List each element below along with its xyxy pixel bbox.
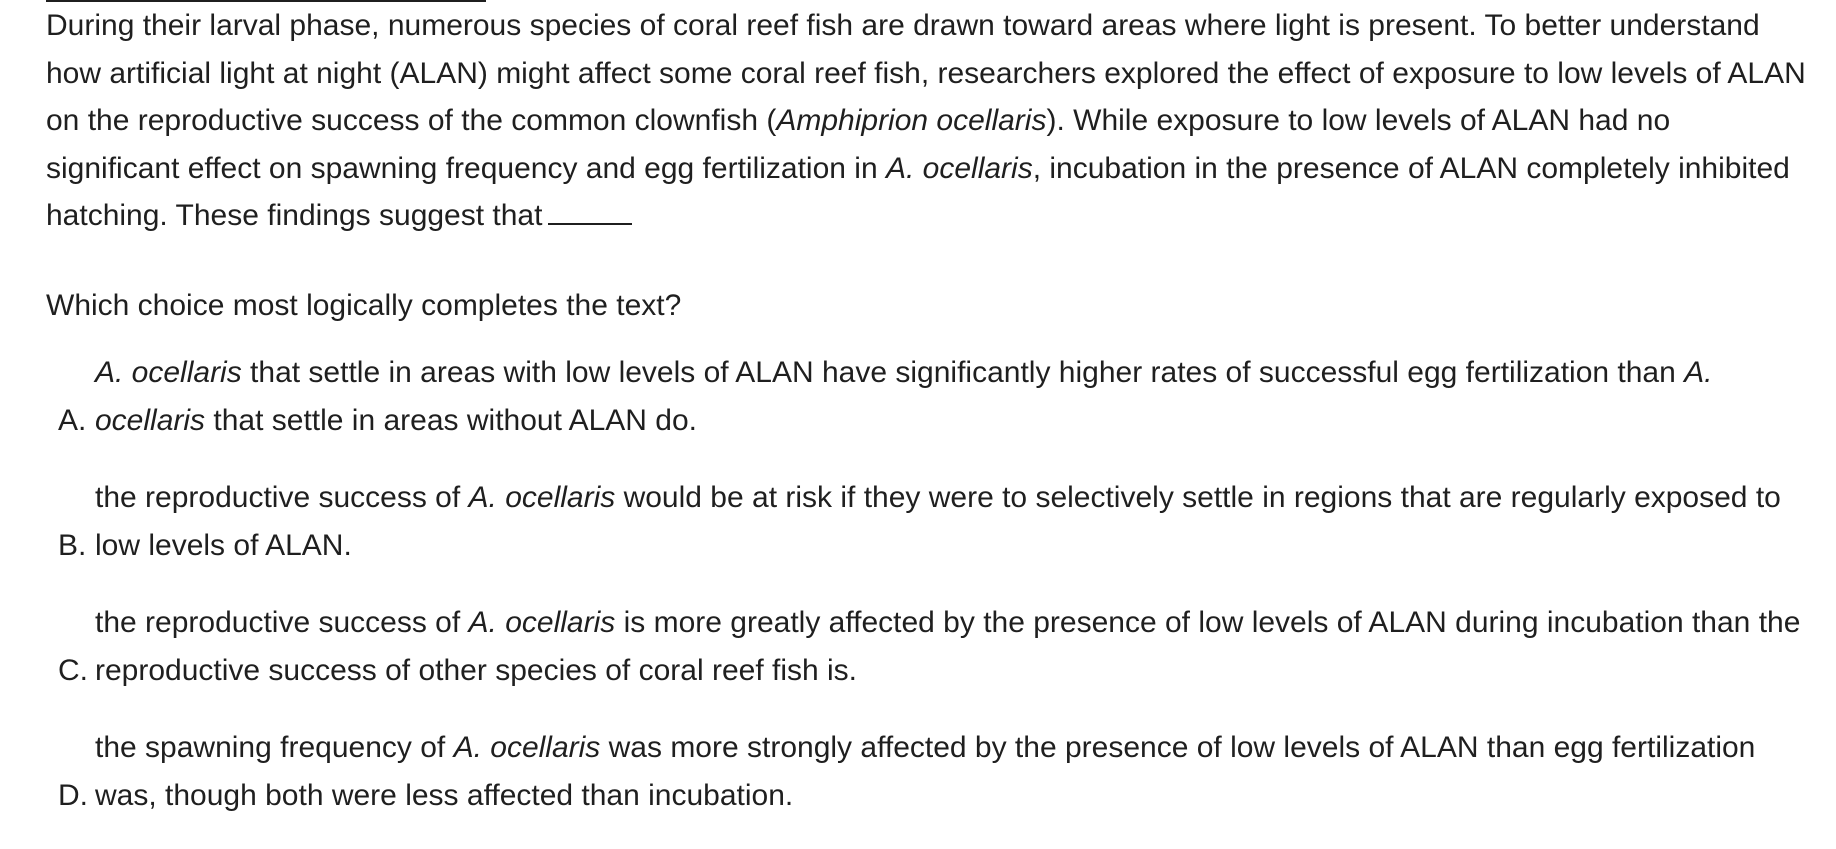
choice-text: the reproductive success of A. ocellaris… bbox=[95, 599, 1815, 694]
choice-text: the reproductive success of A. ocellaris… bbox=[95, 474, 1815, 569]
choice-text-segment: was more strongly affected by the presen… bbox=[95, 731, 1756, 812]
choice-letter: A. bbox=[58, 403, 87, 437]
choice-text-segment: is more greatly affected by the presence… bbox=[95, 606, 1801, 687]
choice-letter: B. bbox=[58, 528, 87, 562]
passage-text: During their larval phase, numerous spec… bbox=[46, 2, 1806, 240]
species-name-full: Amphiprion ocellaris bbox=[776, 104, 1047, 137]
choice-text-segment: the reproductive success of bbox=[95, 481, 469, 514]
choice-text-segment: would be at risk if they were to selecti… bbox=[95, 481, 1781, 562]
passage: During their larval phase, numerous spec… bbox=[46, 2, 1806, 240]
choice-a[interactable]: A. A. ocellaris that settle in areas wit… bbox=[0, 349, 1836, 444]
choice-text-segment: the spawning frequency of bbox=[95, 731, 454, 764]
answer-blank bbox=[548, 201, 633, 225]
species-name: A. ocellaris bbox=[95, 356, 1713, 437]
choice-text: the spawning frequency of A. ocellaris w… bbox=[95, 724, 1815, 819]
choice-d[interactable]: D. the spawning frequency of A. ocellari… bbox=[0, 724, 1836, 819]
passage-sentence-3: , incubation in the presence of ALAN com… bbox=[46, 151, 1790, 233]
question-prompt: Which choice most logically completes th… bbox=[46, 289, 682, 322]
passage-sentence-1: During their larval phase, numerous spec… bbox=[46, 9, 1806, 137]
choice-text-segment: that settle in areas with low levels of … bbox=[241, 356, 1685, 389]
choice-text: A. ocellaris that settle in areas with l… bbox=[95, 349, 1815, 444]
species-name: A. ocellaris bbox=[453, 731, 601, 764]
species-name: A. ocellaris bbox=[468, 481, 616, 514]
choice-c[interactable]: C. the reproductive success of A. ocella… bbox=[0, 599, 1836, 694]
choice-text-segment: that settle in areas without ALAN do. bbox=[205, 403, 697, 437]
species-name: A. ocellaris bbox=[468, 606, 616, 639]
choice-b[interactable]: B. the reproductive success of A. ocella… bbox=[0, 474, 1836, 569]
choice-letter: D. bbox=[58, 778, 88, 812]
answer-choices: A. A. ocellaris that settle in areas wit… bbox=[0, 349, 1836, 849]
top-divider bbox=[46, 0, 486, 2]
species-name: A. ocellaris bbox=[95, 356, 242, 389]
species-name-abbr: A. ocellaris bbox=[885, 151, 1033, 185]
passage-sentence-2: ). While exposure to low levels of ALAN … bbox=[46, 104, 1671, 185]
choice-text-segment: the reproductive success of bbox=[95, 606, 469, 639]
choice-letter: C. bbox=[58, 653, 88, 687]
